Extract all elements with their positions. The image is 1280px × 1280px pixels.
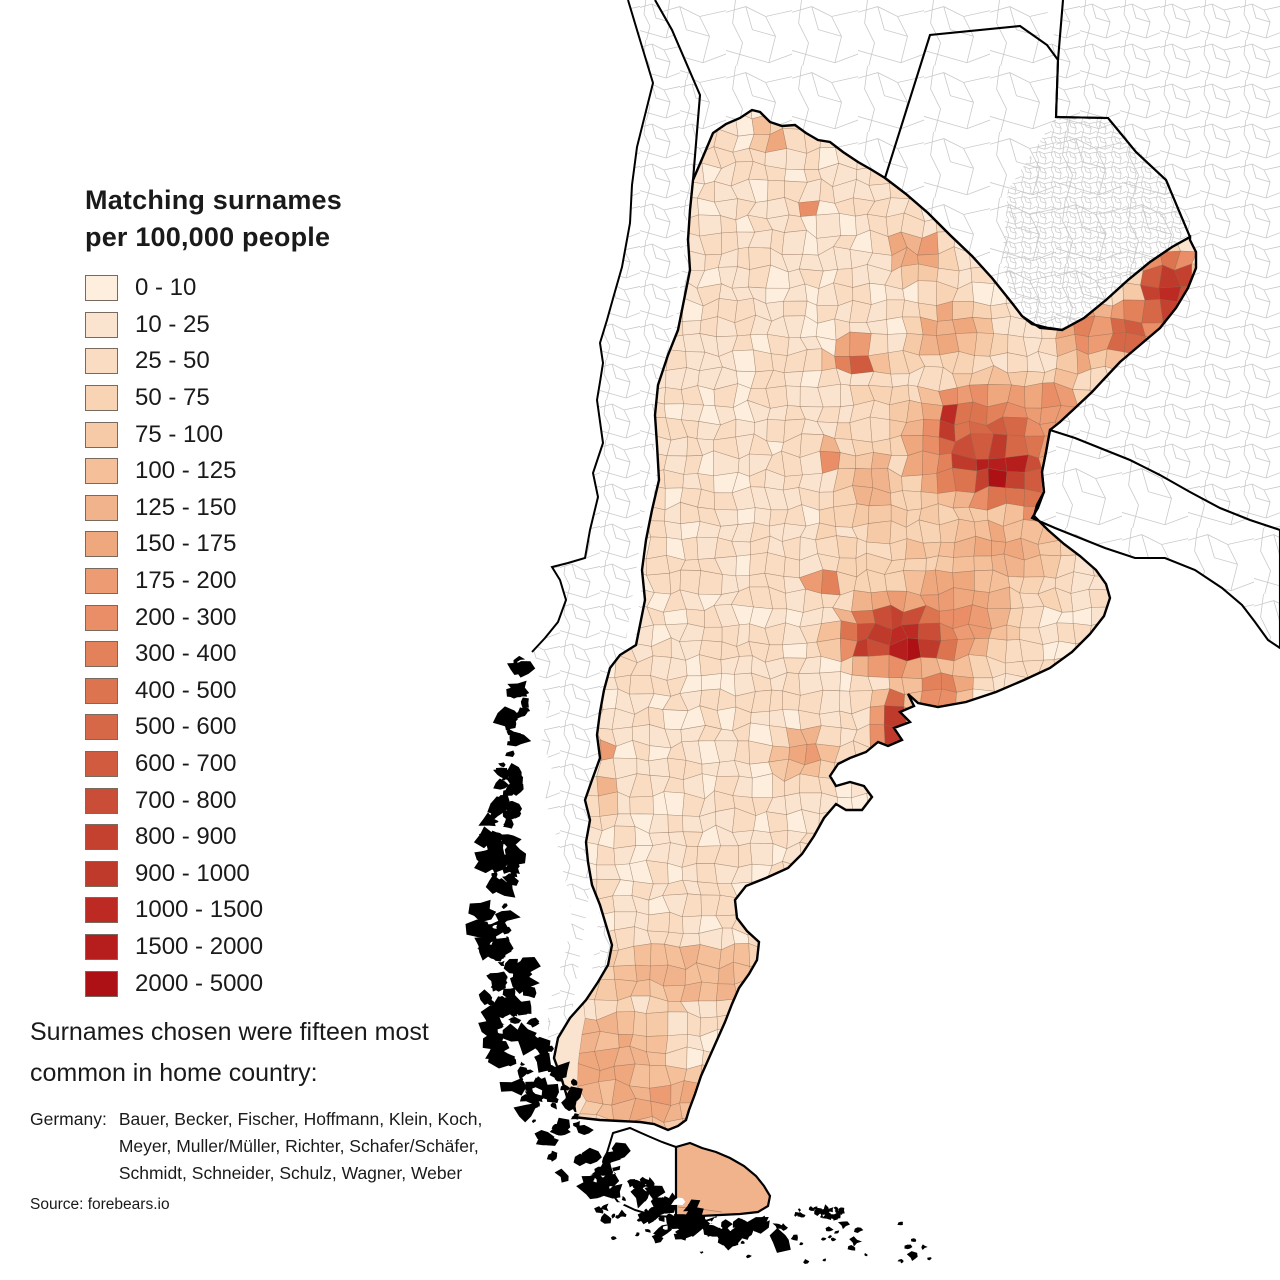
legend-label: 25 - 50: [135, 347, 210, 375]
surname-line: Meyer, Muller/Müller, Richter, Schafer/S…: [118, 1136, 479, 1156]
legend-label: 1500 - 2000: [135, 932, 264, 960]
legend-label: 100 - 125: [135, 457, 237, 485]
uruguay-border: [1030, 428, 1280, 650]
legend-swatch: [85, 421, 118, 448]
legend-row: 200 - 300: [85, 599, 415, 636]
surname-lines: Bauer, Becker, Fischer, Hoffmann, Klein,…: [119, 1106, 482, 1187]
surname-line: Bauer, Becker, Fischer, Hoffmann, Klein,…: [118, 1109, 483, 1129]
legend-swatch: [85, 970, 118, 997]
surname-list: Germany: Bauer, Becker, Fischer, Hoffman…: [30, 1106, 482, 1187]
legend-row: 2000 - 5000: [85, 965, 415, 1002]
legend-swatch: [85, 385, 118, 412]
legend-swatch: [85, 860, 118, 887]
legend-row: 500 - 600: [85, 709, 415, 746]
legend-row: 900 - 1000: [85, 856, 415, 893]
legend-label: 2000 - 5000: [135, 969, 264, 997]
legend-title: Matching surnames per 100,000 people: [85, 182, 415, 256]
legend-swatch: [85, 897, 118, 924]
legend-label: 400 - 500: [135, 676, 237, 704]
tierra-del-fuego-argentina: [674, 1141, 772, 1219]
surname-note-line1: Surnames chosen were fifteen most: [30, 1018, 429, 1046]
legend-row: 800 - 900: [85, 819, 415, 856]
legend-label: 700 - 800: [135, 786, 237, 814]
legend-swatch: [85, 824, 118, 851]
legend-label: 0 - 10: [135, 274, 197, 302]
legend-row: 150 - 175: [85, 526, 415, 563]
legend-label: 500 - 600: [135, 713, 237, 741]
legend-swatch: [85, 641, 118, 668]
legend-swatch: [85, 677, 118, 704]
legend-label: 175 - 200: [135, 567, 237, 595]
legend-swatch: [85, 714, 118, 741]
legend-label: 125 - 150: [135, 493, 237, 521]
legend-swatch: [85, 531, 118, 558]
legend-swatch: [85, 933, 118, 960]
legend-title-line1: Matching surnames: [85, 185, 342, 215]
legend-label: 800 - 900: [135, 823, 237, 851]
legend-swatch: [85, 275, 118, 302]
legend-swatch: [85, 604, 118, 631]
legend-row: 1000 - 1500: [85, 892, 415, 929]
surname-note: Surnames chosen were fifteen most common…: [30, 1012, 460, 1094]
legend-rows: 0 - 10 10 - 25 25 - 50 50 - 75 75 - 100 …: [85, 270, 415, 1002]
legend-label: 75 - 100: [135, 420, 224, 448]
source-credit: Source: forebears.io: [30, 1196, 170, 1213]
legend-label: 1000 - 1500: [135, 896, 264, 924]
chile-coastline: [531, 0, 655, 653]
country-label: Germany:: [30, 1109, 107, 1129]
legend-swatch: [85, 751, 118, 778]
legend-row: 300 - 400: [85, 636, 415, 673]
legend-swatch: [85, 311, 118, 338]
legend-row: 400 - 500: [85, 673, 415, 710]
legend-label: 150 - 175: [135, 530, 237, 558]
legend-label: 600 - 700: [135, 750, 237, 778]
legend-swatch: [85, 348, 118, 375]
legend-row: 100 - 125: [85, 453, 415, 490]
legend-swatch: [85, 458, 118, 485]
legend-row: 175 - 200: [85, 563, 415, 600]
legend-swatch: [85, 494, 118, 521]
legend-row: 600 - 700: [85, 746, 415, 783]
legend-row: 0 - 10: [85, 270, 415, 307]
legend-row: 25 - 50: [85, 343, 415, 380]
legend-row: 125 - 150: [85, 490, 415, 527]
legend-label: 300 - 400: [135, 640, 237, 668]
legend: Matching surnames per 100,000 people 0 -…: [85, 182, 415, 1002]
surname-note-line2: common in home country:: [30, 1059, 318, 1087]
legend-swatch: [85, 568, 118, 595]
legend-label: 900 - 1000: [135, 859, 250, 887]
legend-row: 700 - 800: [85, 782, 415, 819]
legend-row: 10 - 25: [85, 307, 415, 344]
legend-swatch: [85, 787, 118, 814]
legend-title-line2: per 100,000 people: [85, 222, 331, 252]
surname-line: Schmidt, Schneider, Schulz, Wagner, Webe…: [118, 1163, 463, 1183]
legend-row: 75 - 100: [85, 416, 415, 453]
argentina-border: [552, 108, 1198, 1132]
legend-row: 1500 - 2000: [85, 929, 415, 966]
legend-label: 10 - 25: [135, 310, 210, 338]
legend-label: 50 - 75: [135, 384, 210, 412]
legend-label: 200 - 300: [135, 603, 237, 631]
legend-row: 50 - 75: [85, 380, 415, 417]
